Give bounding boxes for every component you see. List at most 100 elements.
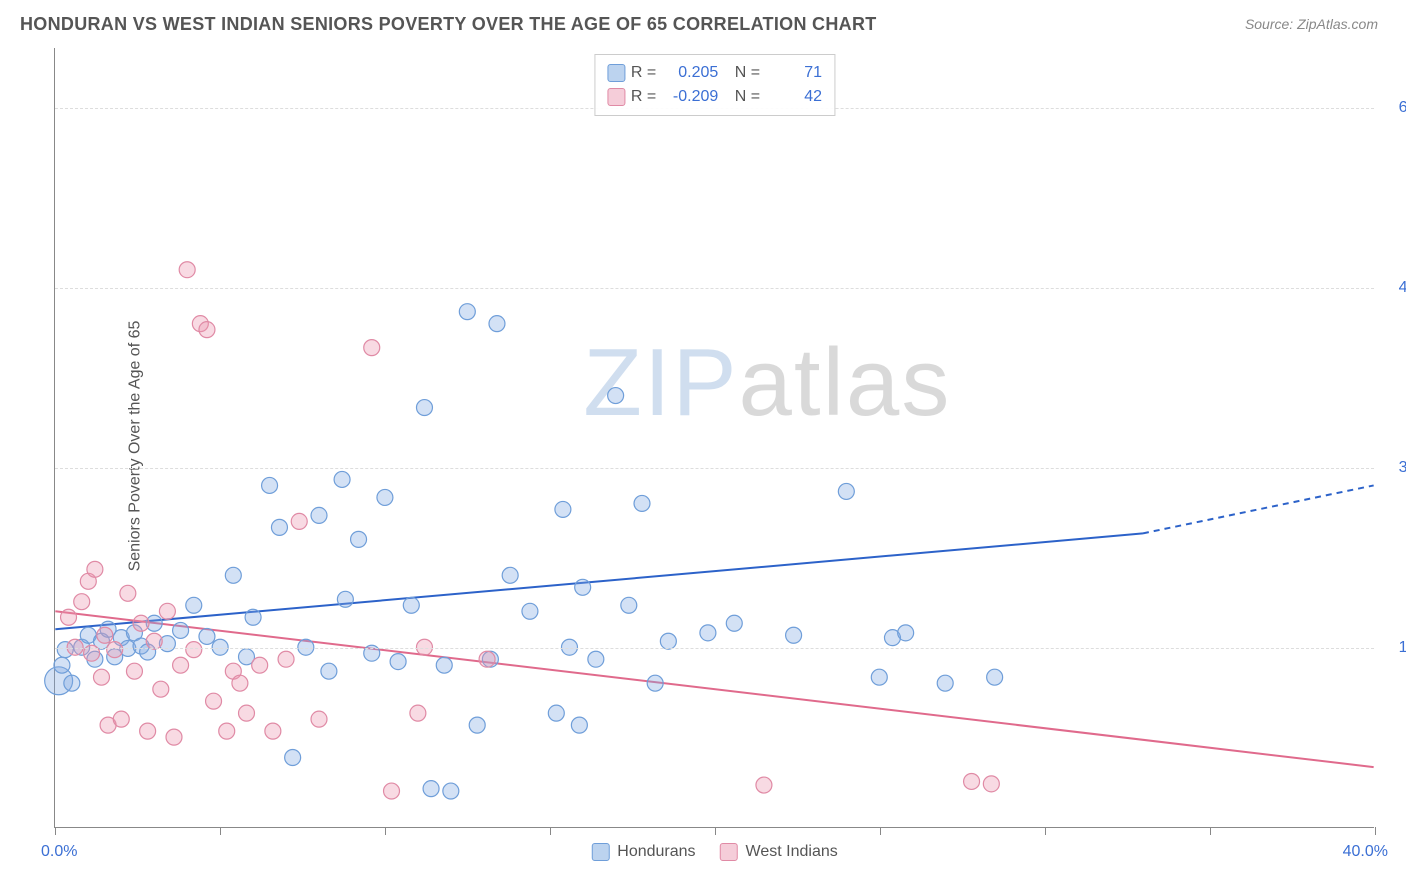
n-label-2: N = — [735, 88, 760, 106]
stats-row-hondurans: R = 0.205 N = 71 — [607, 61, 822, 85]
scatter-point-hondurans — [489, 316, 505, 332]
plot-area: ZIPatlas R = 0.205 N = 71 R = -0.209 N =… — [54, 48, 1374, 828]
scatter-point-hondurans — [225, 567, 241, 583]
scatter-point-hondurans — [786, 627, 802, 643]
scatter-point-hondurans — [522, 603, 538, 619]
y-tick-label: 15.0% — [1384, 639, 1406, 657]
x-axis-min-label: 0.0% — [41, 843, 77, 861]
scatter-point-hondurans — [660, 633, 676, 649]
x-tick — [55, 827, 56, 835]
legend-swatch-hondurans — [591, 843, 609, 861]
scatter-point-west_indians — [384, 783, 400, 799]
scatter-point-hondurans — [54, 657, 70, 673]
scatter-point-west_indians — [186, 642, 202, 658]
source-attribution: Source: ZipAtlas.com — [1245, 16, 1378, 32]
scatter-point-hondurans — [321, 663, 337, 679]
scatter-point-hondurans — [416, 400, 432, 416]
scatter-point-hondurans — [199, 628, 215, 644]
scatter-point-west_indians — [146, 633, 162, 649]
scatter-point-hondurans — [555, 501, 571, 517]
r-label-2: R = — [631, 88, 656, 106]
scatter-point-hondurans — [443, 783, 459, 799]
scatter-point-hondurans — [285, 749, 301, 765]
scatter-point-west_indians — [87, 561, 103, 577]
scatter-point-hondurans — [571, 717, 587, 733]
scatter-point-hondurans — [423, 781, 439, 797]
scatter-point-hondurans — [726, 615, 742, 631]
scatter-point-hondurans — [588, 651, 604, 667]
scatter-point-west_indians — [113, 711, 129, 727]
scatter-point-hondurans — [871, 669, 887, 685]
scatter-point-west_indians — [179, 262, 195, 278]
scatter-point-hondurans — [459, 304, 475, 320]
scatter-point-hondurans — [502, 567, 518, 583]
scatter-point-west_indians — [107, 642, 123, 658]
scatter-point-west_indians — [219, 723, 235, 739]
scatter-point-hondurans — [898, 625, 914, 641]
n-val-hondurans: 71 — [766, 64, 822, 82]
legend-swatch-westindians — [720, 843, 738, 861]
scatter-point-hondurans — [311, 507, 327, 523]
scatter-point-west_indians — [232, 675, 248, 691]
scatter-point-west_indians — [756, 777, 772, 793]
y-tick-label: 30.0% — [1384, 459, 1406, 477]
x-tick — [220, 827, 221, 835]
chart-title: HONDURAN VS WEST INDIAN SENIORS POVERTY … — [20, 14, 877, 35]
scatter-point-west_indians — [173, 657, 189, 673]
scatter-point-west_indians — [133, 615, 149, 631]
scatter-point-hondurans — [634, 495, 650, 511]
legend-item-westindians: West Indians — [720, 843, 838, 861]
scatter-point-west_indians — [206, 693, 222, 709]
scatter-point-west_indians — [265, 723, 281, 739]
scatter-point-hondurans — [271, 519, 287, 535]
scatter-point-hondurans — [186, 597, 202, 613]
y-tick-label: 60.0% — [1384, 99, 1406, 117]
scatter-point-hondurans — [575, 579, 591, 595]
plot-svg — [55, 48, 1374, 827]
swatch-westindians — [607, 88, 625, 106]
r-val-hondurans: 0.205 — [662, 64, 718, 82]
scatter-point-hondurans — [621, 597, 637, 613]
scatter-point-west_indians — [97, 627, 113, 643]
legend-label-westindians: West Indians — [746, 843, 838, 861]
x-axis-max-label: 40.0% — [1343, 843, 1388, 861]
scatter-point-west_indians — [479, 651, 495, 667]
scatter-point-hondurans — [436, 657, 452, 673]
stats-row-westindians: R = -0.209 N = 42 — [607, 85, 822, 109]
scatter-point-west_indians — [61, 609, 77, 625]
n-label: N = — [735, 64, 760, 82]
scatter-point-hondurans — [647, 675, 663, 691]
scatter-point-hondurans — [262, 477, 278, 493]
y-tick-label: 45.0% — [1384, 279, 1406, 297]
scatter-point-west_indians — [166, 729, 182, 745]
swatch-hondurans — [607, 64, 625, 82]
x-tick — [385, 827, 386, 835]
scatter-point-hondurans — [351, 531, 367, 547]
scatter-point-hondurans — [334, 471, 350, 487]
scatter-point-hondurans — [548, 705, 564, 721]
scatter-point-west_indians — [126, 663, 142, 679]
scatter-point-west_indians — [120, 585, 136, 601]
scatter-point-west_indians — [93, 669, 109, 685]
scatter-point-west_indians — [140, 723, 156, 739]
scatter-point-west_indians — [252, 657, 268, 673]
legend-label-hondurans: Hondurans — [617, 843, 695, 861]
regression-line-hondurans — [55, 533, 1143, 629]
scatter-point-hondurans — [838, 483, 854, 499]
scatter-point-west_indians — [278, 651, 294, 667]
scatter-point-west_indians — [364, 340, 380, 356]
scatter-point-west_indians — [159, 603, 175, 619]
scatter-point-west_indians — [199, 322, 215, 338]
n-val-westindians: 42 — [766, 88, 822, 106]
scatter-point-west_indians — [239, 705, 255, 721]
chart-container: HONDURAN VS WEST INDIAN SENIORS POVERTY … — [0, 0, 1406, 892]
scatter-point-west_indians — [964, 773, 980, 789]
scatter-point-hondurans — [173, 622, 189, 638]
scatter-point-hondurans — [64, 675, 80, 691]
gridline — [55, 648, 1374, 649]
x-tick — [1375, 827, 1376, 835]
r-val-westindians: -0.209 — [662, 88, 718, 106]
x-tick — [550, 827, 551, 835]
gridline — [55, 288, 1374, 289]
x-tick — [1210, 827, 1211, 835]
